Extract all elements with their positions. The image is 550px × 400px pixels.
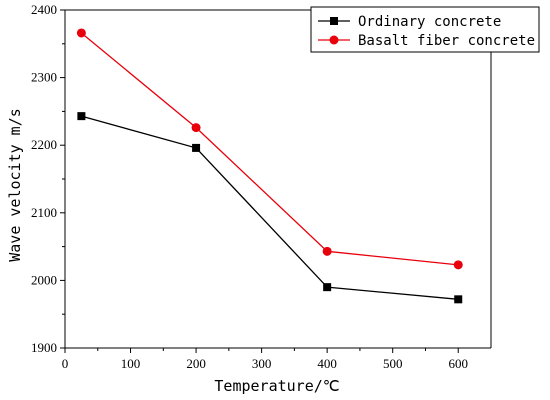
x-tick-label: 400 bbox=[317, 356, 337, 371]
y-tick-label: 2200 bbox=[31, 137, 57, 152]
y-tick-label: 1900 bbox=[31, 340, 57, 355]
legend-marker-basalt bbox=[329, 35, 339, 45]
data-point bbox=[323, 283, 332, 292]
legend-label-basalt: Basalt fiber concrete bbox=[358, 33, 535, 49]
ticks: 0 100 200 300 400 500 600 1900 2000 2100 2200 2300 2… bbox=[31, 2, 468, 371]
data-point bbox=[192, 143, 201, 152]
x-tick-label: 0 bbox=[62, 356, 69, 371]
legend: Ordinary concrete Basalt fiber concrete bbox=[310, 6, 540, 53]
series-line bbox=[81, 115, 459, 300]
legend-label-ordinary: Ordinary concrete bbox=[358, 14, 501, 30]
y-axis-title: Wave velocity m/s bbox=[6, 108, 24, 262]
x-tick-label: 500 bbox=[383, 356, 403, 371]
y-tick-label: 2300 bbox=[31, 70, 57, 85]
series-basalt bbox=[76, 28, 463, 270]
x-tick-label: 100 bbox=[121, 356, 141, 371]
x-axis-title: Temperature/℃ bbox=[214, 377, 339, 395]
x-tick-label: 300 bbox=[252, 356, 272, 371]
series-line bbox=[80, 32, 459, 266]
legend-box bbox=[310, 6, 540, 53]
data-point bbox=[454, 295, 463, 304]
series-ordinary bbox=[77, 112, 463, 304]
legend-item-basalt: Basalt fiber concrete bbox=[318, 33, 535, 49]
y-tick-label: 2400 bbox=[31, 2, 57, 17]
axes bbox=[64, 9, 492, 349]
series-layer bbox=[76, 28, 463, 304]
data-point bbox=[77, 112, 86, 121]
y-tick-label: 2000 bbox=[31, 272, 57, 287]
legend-item-ordinary: Ordinary concrete bbox=[318, 14, 501, 30]
legend-marker-ordinary bbox=[330, 17, 338, 25]
y-tick-label: 2100 bbox=[31, 205, 57, 220]
data-point bbox=[191, 123, 201, 133]
data-point bbox=[322, 246, 332, 256]
data-point bbox=[76, 28, 86, 38]
x-tick-label: 600 bbox=[448, 356, 468, 371]
data-point bbox=[453, 260, 463, 270]
x-tick-label: 200 bbox=[186, 356, 206, 371]
